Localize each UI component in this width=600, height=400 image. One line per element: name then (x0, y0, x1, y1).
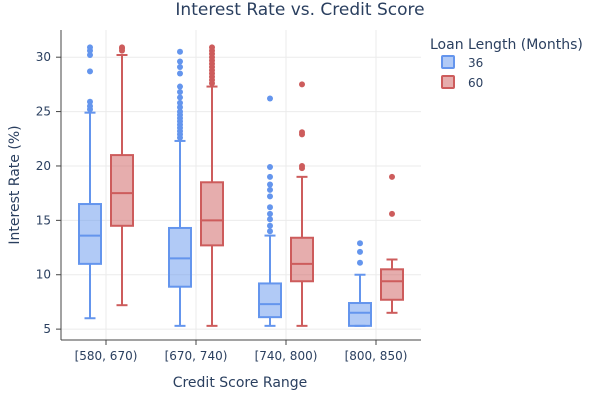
outlier-point (119, 44, 125, 51)
outlier-point (267, 222, 273, 229)
outlier-point (267, 181, 273, 188)
y-axis-title: Interest Rate (%) (7, 125, 23, 244)
outlier-point (177, 108, 183, 115)
legend-label-36: 36 (468, 56, 483, 70)
outlier-point (177, 94, 183, 101)
outlier-point (389, 173, 395, 180)
box-iqr (290, 236, 314, 283)
outlier-point (267, 193, 273, 200)
box-60-1 (200, 44, 224, 327)
legend-label-60: 60 (468, 76, 483, 90)
box-iqr (380, 268, 404, 301)
box-36-1 (168, 48, 192, 327)
outlier-point (87, 98, 93, 105)
outlier-point (177, 83, 183, 90)
legend: Loan Length (Months) 36 60 (430, 37, 583, 90)
legend-item-60[interactable]: 60 (441, 75, 483, 90)
outlier-point (87, 44, 93, 51)
x-tick-label: [580, 670) (75, 349, 138, 363)
outlier-point (267, 173, 273, 180)
outlier-point (357, 248, 363, 255)
legend-swatch-60 (441, 75, 455, 89)
x-tick-label: [800, 850) (345, 349, 408, 363)
y-tick-label: 5 (43, 322, 51, 336)
outlier-point (299, 81, 305, 88)
outlier-point (267, 204, 273, 211)
outlier-point (357, 240, 363, 247)
outlier-point (177, 48, 183, 55)
y-tick-label: 25 (36, 105, 51, 119)
box-60-2 (290, 81, 314, 327)
y-tick-label: 20 (36, 159, 51, 173)
outlier-point (267, 95, 273, 102)
box-iqr (110, 154, 134, 227)
outlier-point (389, 210, 395, 217)
y-tick-label: 15 (36, 213, 51, 227)
outlier-point (177, 70, 183, 77)
outlier-point (87, 52, 93, 59)
box-36-2 (258, 95, 282, 327)
outlier-point (209, 44, 215, 51)
axes: 5 10 15 20 25 30 [580, 670) [670, 740) [740, 800… (36, 30, 421, 363)
box-traces (78, 44, 404, 327)
legend-title: Loan Length (Months) (430, 37, 583, 53)
outlier-point (87, 103, 93, 110)
legend-swatch-36 (441, 55, 455, 69)
box-iqr (200, 181, 224, 247)
outlier-point (177, 58, 183, 65)
outlier-point (87, 68, 93, 75)
box-iqr (168, 226, 192, 288)
outlier-point (177, 89, 183, 95)
x-axis-title: Credit Score Range (173, 375, 308, 391)
box-36-3 (348, 240, 372, 327)
chart-title: Interest Rate vs. Credit Score (175, 0, 424, 20)
outlier-point (299, 129, 305, 136)
box-36-0 (78, 44, 102, 320)
outlier-point (299, 162, 305, 169)
x-tick-label: [740, 800) (255, 349, 318, 363)
box-iqr (348, 302, 372, 327)
outlier-point (177, 99, 183, 106)
legend-item-36[interactable]: 36 (441, 55, 483, 70)
outlier-point (177, 104, 183, 111)
box-60-3 (380, 173, 404, 314)
outlier-point (267, 186, 273, 193)
outlier-point (267, 228, 273, 235)
outlier-point (267, 164, 273, 171)
outlier-point (357, 259, 363, 266)
y-tick-label: 30 (36, 50, 51, 64)
outlier-point (267, 210, 273, 217)
outlier-point (177, 63, 183, 70)
box-60-0 (110, 44, 134, 307)
box-iqr (78, 203, 102, 265)
y-tick-label: 10 (36, 268, 51, 282)
box-iqr (258, 282, 282, 319)
outlier-point (267, 216, 273, 223)
x-tick-label: [670, 740) (165, 349, 228, 363)
